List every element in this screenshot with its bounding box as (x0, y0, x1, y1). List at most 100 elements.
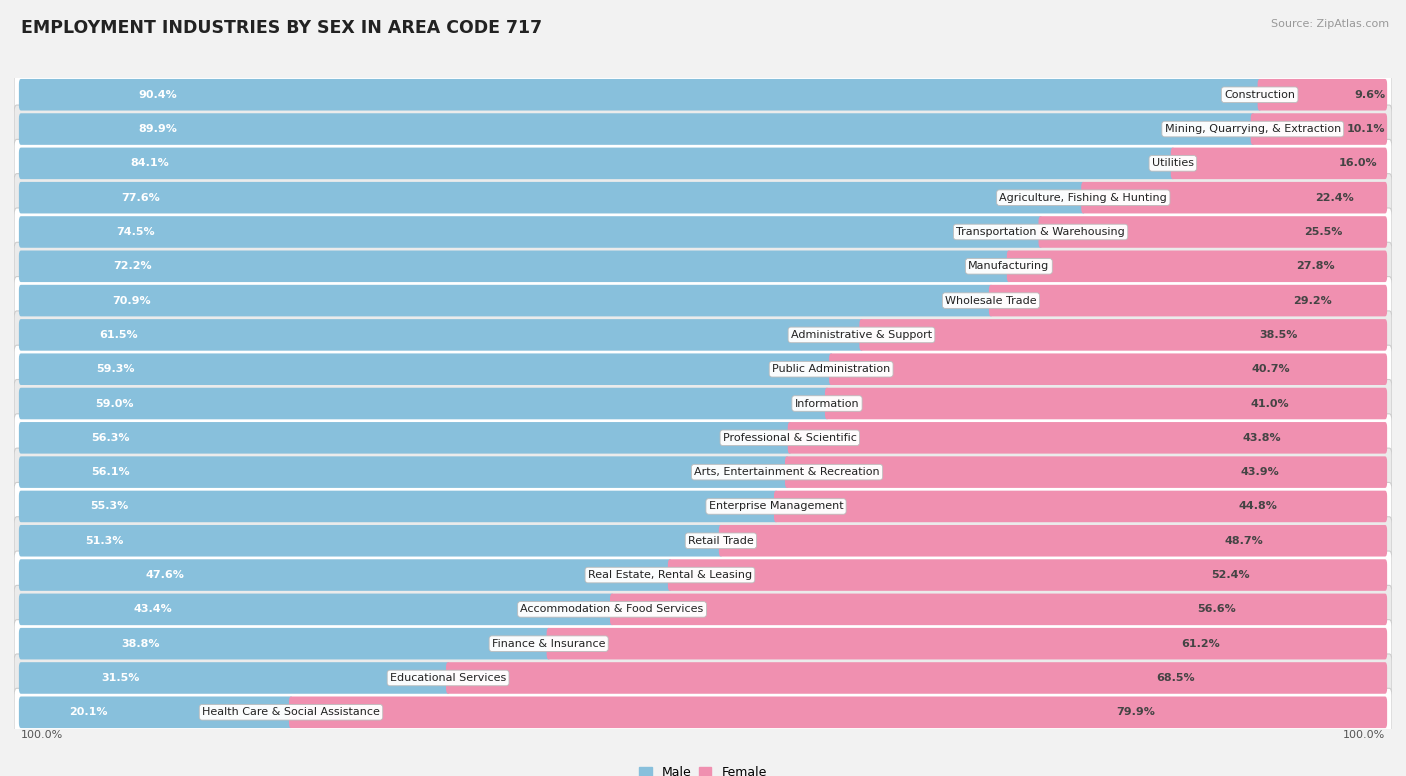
FancyBboxPatch shape (18, 147, 1175, 179)
Text: 100.0%: 100.0% (21, 730, 63, 740)
Text: 47.6%: 47.6% (145, 570, 184, 580)
FancyBboxPatch shape (18, 525, 723, 556)
Text: Arts, Entertainment & Recreation: Arts, Entertainment & Recreation (695, 467, 880, 477)
FancyBboxPatch shape (14, 620, 1392, 667)
FancyBboxPatch shape (718, 525, 1388, 556)
Text: 22.4%: 22.4% (1315, 192, 1354, 203)
Text: 31.5%: 31.5% (101, 673, 139, 683)
Text: Educational Services: Educational Services (389, 673, 506, 683)
FancyBboxPatch shape (14, 379, 1392, 428)
Text: 38.8%: 38.8% (121, 639, 159, 649)
FancyBboxPatch shape (14, 174, 1392, 222)
FancyBboxPatch shape (18, 182, 1085, 213)
FancyBboxPatch shape (446, 662, 1388, 694)
Text: Source: ZipAtlas.com: Source: ZipAtlas.com (1271, 19, 1389, 29)
Text: 70.9%: 70.9% (111, 296, 150, 306)
Text: 20.1%: 20.1% (69, 707, 108, 717)
Text: Accommodation & Food Services: Accommodation & Food Services (520, 605, 703, 615)
FancyBboxPatch shape (18, 319, 863, 351)
FancyBboxPatch shape (14, 585, 1392, 633)
FancyBboxPatch shape (18, 662, 450, 694)
Text: 27.8%: 27.8% (1296, 262, 1334, 272)
Text: 29.2%: 29.2% (1292, 296, 1331, 306)
FancyBboxPatch shape (1039, 217, 1388, 248)
Text: 90.4%: 90.4% (139, 90, 177, 100)
Text: 55.3%: 55.3% (90, 501, 128, 511)
Text: 74.5%: 74.5% (117, 227, 155, 237)
FancyBboxPatch shape (825, 388, 1388, 419)
Text: Construction: Construction (1225, 90, 1295, 100)
FancyBboxPatch shape (14, 448, 1392, 496)
FancyBboxPatch shape (18, 628, 551, 660)
Text: 48.7%: 48.7% (1225, 535, 1263, 546)
Text: Manufacturing: Manufacturing (969, 262, 1049, 272)
Text: Administrative & Support: Administrative & Support (792, 330, 932, 340)
Text: 61.2%: 61.2% (1181, 639, 1220, 649)
FancyBboxPatch shape (18, 422, 792, 454)
FancyBboxPatch shape (18, 79, 1261, 110)
Text: 43.8%: 43.8% (1243, 433, 1281, 443)
FancyBboxPatch shape (14, 414, 1392, 462)
FancyBboxPatch shape (14, 483, 1392, 531)
FancyBboxPatch shape (859, 319, 1388, 351)
FancyBboxPatch shape (1007, 251, 1388, 282)
Text: 51.3%: 51.3% (84, 535, 124, 546)
Text: 16.0%: 16.0% (1339, 158, 1376, 168)
FancyBboxPatch shape (610, 594, 1388, 625)
FancyBboxPatch shape (1171, 147, 1388, 179)
Text: EMPLOYMENT INDUSTRIES BY SEX IN AREA CODE 717: EMPLOYMENT INDUSTRIES BY SEX IN AREA COD… (21, 19, 543, 37)
FancyBboxPatch shape (14, 105, 1392, 153)
Text: 59.3%: 59.3% (96, 364, 134, 374)
Text: Transportation & Warehousing: Transportation & Warehousing (956, 227, 1125, 237)
FancyBboxPatch shape (18, 251, 1011, 282)
Text: 77.6%: 77.6% (121, 192, 160, 203)
FancyBboxPatch shape (14, 208, 1392, 256)
Text: 10.1%: 10.1% (1347, 124, 1385, 134)
Text: 44.8%: 44.8% (1239, 501, 1278, 511)
FancyBboxPatch shape (14, 242, 1392, 290)
FancyBboxPatch shape (18, 697, 292, 728)
FancyBboxPatch shape (668, 559, 1388, 591)
Text: 89.9%: 89.9% (138, 124, 177, 134)
FancyBboxPatch shape (547, 628, 1388, 660)
Text: 38.5%: 38.5% (1260, 330, 1298, 340)
FancyBboxPatch shape (830, 353, 1388, 385)
FancyBboxPatch shape (14, 517, 1392, 565)
Text: 72.2%: 72.2% (114, 262, 152, 272)
FancyBboxPatch shape (18, 594, 614, 625)
FancyBboxPatch shape (1257, 79, 1388, 110)
Text: Real Estate, Rental & Leasing: Real Estate, Rental & Leasing (588, 570, 752, 580)
Text: Mining, Quarrying, & Extraction: Mining, Quarrying, & Extraction (1164, 124, 1341, 134)
FancyBboxPatch shape (787, 422, 1388, 454)
FancyBboxPatch shape (14, 345, 1392, 393)
Text: Enterprise Management: Enterprise Management (709, 501, 844, 511)
FancyBboxPatch shape (14, 551, 1392, 599)
Text: 52.4%: 52.4% (1212, 570, 1250, 580)
FancyBboxPatch shape (18, 388, 830, 419)
Text: Agriculture, Fishing & Hunting: Agriculture, Fishing & Hunting (1000, 192, 1167, 203)
FancyBboxPatch shape (14, 140, 1392, 187)
Text: 43.9%: 43.9% (1240, 467, 1279, 477)
Text: 79.9%: 79.9% (1116, 707, 1156, 717)
Text: Health Care & Social Assistance: Health Care & Social Assistance (202, 707, 380, 717)
FancyBboxPatch shape (18, 490, 778, 522)
Text: 9.6%: 9.6% (1354, 90, 1385, 100)
FancyBboxPatch shape (14, 276, 1392, 324)
FancyBboxPatch shape (14, 311, 1392, 359)
Text: Retail Trade: Retail Trade (688, 535, 754, 546)
Text: 40.7%: 40.7% (1251, 364, 1291, 374)
FancyBboxPatch shape (1081, 182, 1388, 213)
Text: Utilities: Utilities (1152, 158, 1194, 168)
FancyBboxPatch shape (773, 490, 1388, 522)
Text: 84.1%: 84.1% (129, 158, 169, 168)
Text: 61.5%: 61.5% (98, 330, 138, 340)
Text: 41.0%: 41.0% (1251, 399, 1289, 408)
FancyBboxPatch shape (18, 217, 1043, 248)
FancyBboxPatch shape (14, 688, 1392, 736)
Text: 56.1%: 56.1% (91, 467, 129, 477)
FancyBboxPatch shape (785, 456, 1388, 488)
FancyBboxPatch shape (18, 456, 789, 488)
FancyBboxPatch shape (18, 113, 1254, 145)
FancyBboxPatch shape (18, 559, 672, 591)
Text: Professional & Scientific: Professional & Scientific (723, 433, 856, 443)
